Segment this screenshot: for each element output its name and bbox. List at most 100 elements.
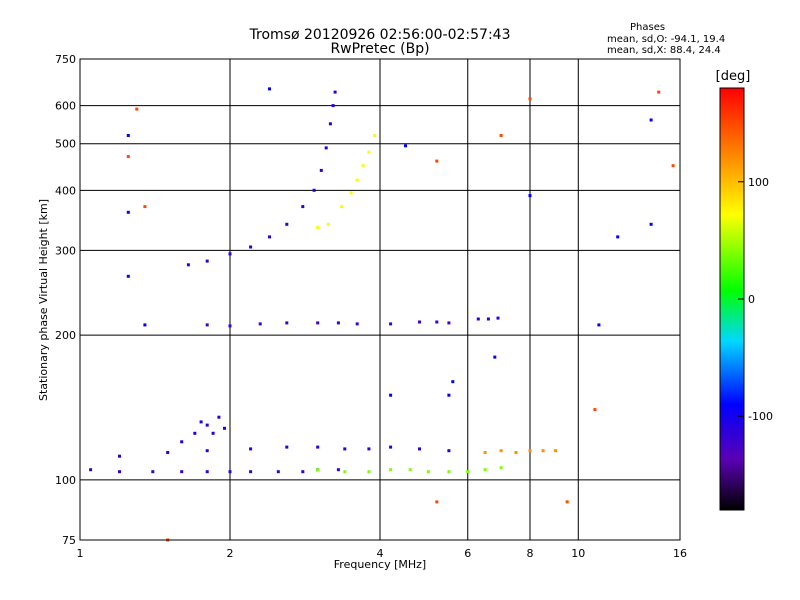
data-point — [649, 118, 653, 122]
data-point — [451, 380, 455, 384]
colorbar-tick-label: 100 — [748, 176, 769, 189]
y-tick-label: 75 — [62, 534, 76, 547]
data-point — [228, 470, 232, 474]
data-point — [389, 322, 393, 326]
data-point — [528, 194, 532, 198]
data-point — [336, 468, 340, 472]
data-point — [447, 321, 451, 325]
data-point — [205, 470, 209, 474]
data-point — [199, 420, 203, 424]
y-tick-label: 300 — [55, 244, 76, 257]
data-point — [285, 445, 289, 449]
data-point — [447, 393, 451, 397]
data-point — [328, 122, 332, 126]
data-point — [447, 470, 451, 474]
y-tick-label: 600 — [55, 100, 76, 113]
data-point — [418, 447, 421, 451]
data-point — [528, 97, 532, 101]
x-axis-label: Frequency [MHz] — [334, 558, 426, 571]
data-point — [324, 146, 328, 150]
data-point — [258, 322, 262, 326]
data-point — [180, 440, 184, 444]
data-point — [193, 431, 197, 435]
data-point — [249, 245, 253, 249]
data-point — [499, 449, 503, 453]
data-marks — [89, 87, 675, 542]
x-tick-label: 2 — [227, 547, 234, 560]
data-point — [143, 323, 147, 327]
plot-frame — [79, 58, 681, 541]
x-tick-label: 8 — [527, 547, 534, 560]
data-point — [355, 322, 359, 326]
y-tick-label: 400 — [55, 184, 76, 197]
data-point — [312, 188, 316, 192]
data-point — [205, 259, 209, 263]
colorbar-tick-label: 0 — [748, 293, 755, 306]
data-point — [408, 468, 412, 472]
data-point — [466, 470, 470, 474]
chart-subtitle: RwPretec (Bp) — [330, 41, 430, 57]
data-point — [205, 323, 209, 327]
data-point — [367, 470, 371, 474]
data-point — [249, 447, 253, 451]
y-tick-label: 200 — [55, 329, 76, 342]
data-point — [205, 423, 209, 427]
data-point — [228, 252, 232, 256]
data-point — [554, 449, 557, 453]
data-point — [435, 320, 439, 324]
data-point — [657, 90, 661, 94]
data-point — [649, 222, 653, 226]
x-tick-label: 10 — [571, 547, 585, 560]
chart-title: Tromsø 20120926 02:56:00-02:57:43 — [249, 27, 511, 43]
data-point — [268, 235, 271, 239]
data-point — [326, 222, 330, 226]
data-point — [89, 468, 93, 472]
y-axis-label: Stationary phase Virtual Height [km] — [37, 199, 50, 401]
y-tick-label: 750 — [55, 53, 76, 66]
data-point — [389, 445, 393, 449]
data-point — [486, 317, 490, 321]
data-point — [616, 235, 620, 239]
data-point — [118, 470, 121, 474]
data-point — [565, 500, 569, 504]
x-tick-label: 16 — [673, 547, 687, 560]
data-point — [316, 468, 320, 472]
data-point — [331, 104, 335, 108]
colorbar-tick-label: -100 — [748, 410, 773, 423]
axis-ticks: 1 2 4 6 8 10 16 75 100 200 300 400 500 600 750 — [55, 53, 687, 560]
data-point — [343, 447, 347, 451]
grid-lines — [80, 59, 680, 540]
data-point — [166, 451, 170, 454]
data-point — [361, 164, 365, 168]
phases-o-stats: mean, sd,O: -94.1, 19.4 — [607, 34, 726, 45]
data-point — [319, 168, 323, 172]
data-point — [373, 134, 376, 137]
data-point — [211, 431, 215, 435]
data-point — [426, 470, 430, 474]
data-point — [143, 205, 147, 209]
data-point — [499, 466, 503, 470]
data-point — [404, 144, 407, 148]
data-point — [301, 205, 305, 209]
data-point — [268, 87, 271, 91]
data-point — [418, 320, 421, 324]
data-point — [205, 449, 209, 453]
data-point — [483, 468, 487, 472]
data-point — [316, 321, 320, 325]
data-point — [496, 316, 500, 320]
data-point — [355, 178, 359, 182]
data-point — [126, 274, 130, 278]
data-point — [333, 90, 337, 94]
data-point — [126, 210, 130, 214]
data-point — [476, 317, 480, 321]
data-point — [186, 263, 190, 267]
data-point — [276, 470, 280, 474]
data-point — [223, 426, 226, 430]
x-tick-label: 1 — [77, 547, 84, 560]
data-point — [447, 449, 451, 453]
colorbar-ticks: 100 0 -100 — [738, 176, 773, 423]
data-point — [249, 470, 253, 474]
data-point — [316, 225, 320, 229]
data-point — [135, 107, 139, 111]
